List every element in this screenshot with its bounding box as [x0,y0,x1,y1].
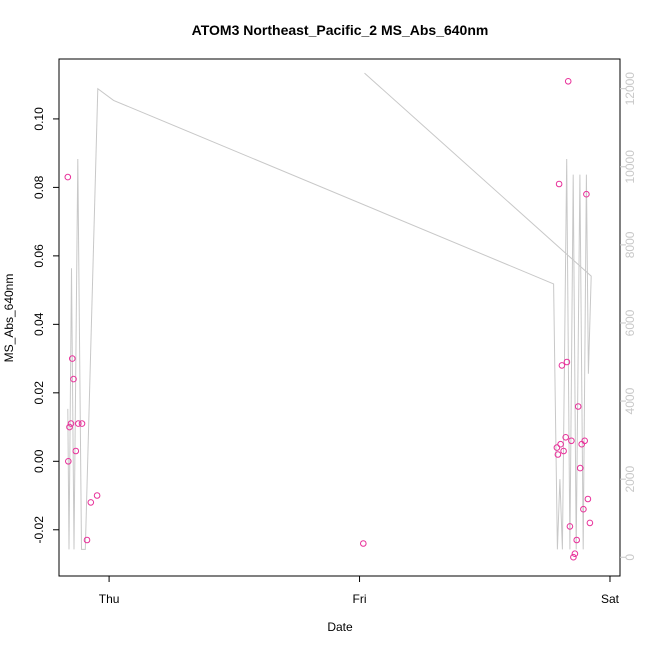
x-tick-label: Fri [353,592,367,606]
y-tick-label: 0.10 [32,107,46,131]
data-point [555,180,563,188]
plot-frame [58,58,621,577]
data-point [360,540,367,547]
data-point [75,420,82,427]
y2-tick-label: 6000 [623,309,637,336]
data-point [586,519,594,527]
data-point [66,423,73,431]
y-tick-label: 0.06 [32,244,46,268]
data-point [583,190,590,198]
data-point [562,434,570,441]
data-point [553,444,561,451]
data-point [574,403,582,410]
plot-layer: Thu Fri Sat -0.02 0.00 0.02 0.04 0.06 0.08 0.10 0 2… [32,72,637,606]
data-point [558,362,566,369]
data-point [580,505,587,513]
y2-tick-label: 10000 [623,150,637,184]
data-point [573,536,581,544]
data-point [584,495,592,503]
data-point [564,78,572,85]
y-axis-label: MS_Abs_640nm [2,274,16,363]
data-point [563,358,571,366]
data-point [554,451,562,458]
data-point [581,437,589,445]
data-point [566,523,574,530]
y2-tick-label: 8000 [623,231,637,258]
chart-title: ATOM3 Northeast_Pacific_2 MS_Abs_640nm [192,22,489,38]
series-line-0 [67,72,592,550]
data-point [576,464,584,472]
data-point [83,536,91,544]
y2-tick-label: 2000 [623,466,637,493]
data-point [570,553,577,561]
data-point [93,492,101,499]
data-point [78,420,86,427]
data-point [64,173,72,181]
data-point [560,447,567,455]
data-point [72,447,80,455]
y-tick-label: 0.02 [32,381,46,405]
data-point [557,440,564,448]
y2-tick-label: 12000 [623,72,637,106]
x-tick-label: Thu [99,592,120,606]
x-tick-label: Sat [601,592,620,606]
y-tick-label: 0.00 [32,449,46,473]
data-point [65,458,72,465]
data-point [568,437,575,445]
data-point [69,355,76,362]
x-axis-label: Date [327,620,353,634]
data-point [70,375,77,383]
y-tick-label: -0.02 [32,516,46,544]
data-point [67,420,75,427]
y2-tick-label: 4000 [623,387,637,414]
data-point [571,550,579,558]
y2-tick-label: 0 [623,554,637,561]
y-tick-label: 0.04 [32,312,46,336]
y-tick-label: 0.08 [32,175,46,199]
data-point [87,499,95,506]
